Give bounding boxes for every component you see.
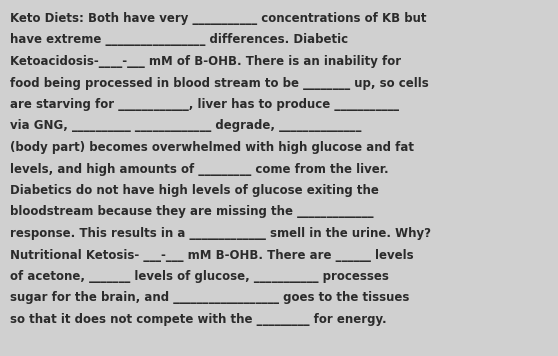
Text: response. This results in a _____________ smell in the urine. Why?: response. This results in a ____________… bbox=[10, 227, 431, 240]
Text: Ketoacidosis-____-___ mM of B-OHB. There is an inability for: Ketoacidosis-____-___ mM of B-OHB. There… bbox=[10, 55, 401, 68]
Text: via GNG, __________ _____________ degrade, ______________: via GNG, __________ _____________ degrad… bbox=[10, 120, 362, 132]
Text: Nutritional Ketosis- ___-___ mM B-OHB. There are ______ levels: Nutritional Ketosis- ___-___ mM B-OHB. T… bbox=[10, 248, 413, 262]
Text: Keto Diets: Both have very ___________ concentrations of KB but: Keto Diets: Both have very ___________ c… bbox=[10, 12, 426, 25]
Text: of acetone, _______ levels of glucose, ___________ processes: of acetone, _______ levels of glucose, _… bbox=[10, 270, 389, 283]
Text: bloodstream because they are missing the _____________: bloodstream because they are missing the… bbox=[10, 205, 373, 219]
Text: are starving for ____________, liver has to produce ___________: are starving for ____________, liver has… bbox=[10, 98, 399, 111]
Text: so that it does not compete with the _________ for energy.: so that it does not compete with the ___… bbox=[10, 313, 387, 326]
Text: sugar for the brain, and __________________ goes to the tissues: sugar for the brain, and _______________… bbox=[10, 292, 410, 304]
Text: levels, and high amounts of _________ come from the liver.: levels, and high amounts of _________ co… bbox=[10, 162, 388, 176]
Text: food being processed in blood stream to be ________ up, so cells: food being processed in blood stream to … bbox=[10, 77, 429, 89]
Text: (body part) becomes overwhelmed with high glucose and fat: (body part) becomes overwhelmed with hig… bbox=[10, 141, 414, 154]
Text: Diabetics do not have high levels of glucose exiting the: Diabetics do not have high levels of glu… bbox=[10, 184, 379, 197]
Text: have extreme _________________ differences. Diabetic: have extreme _________________ differenc… bbox=[10, 33, 348, 47]
